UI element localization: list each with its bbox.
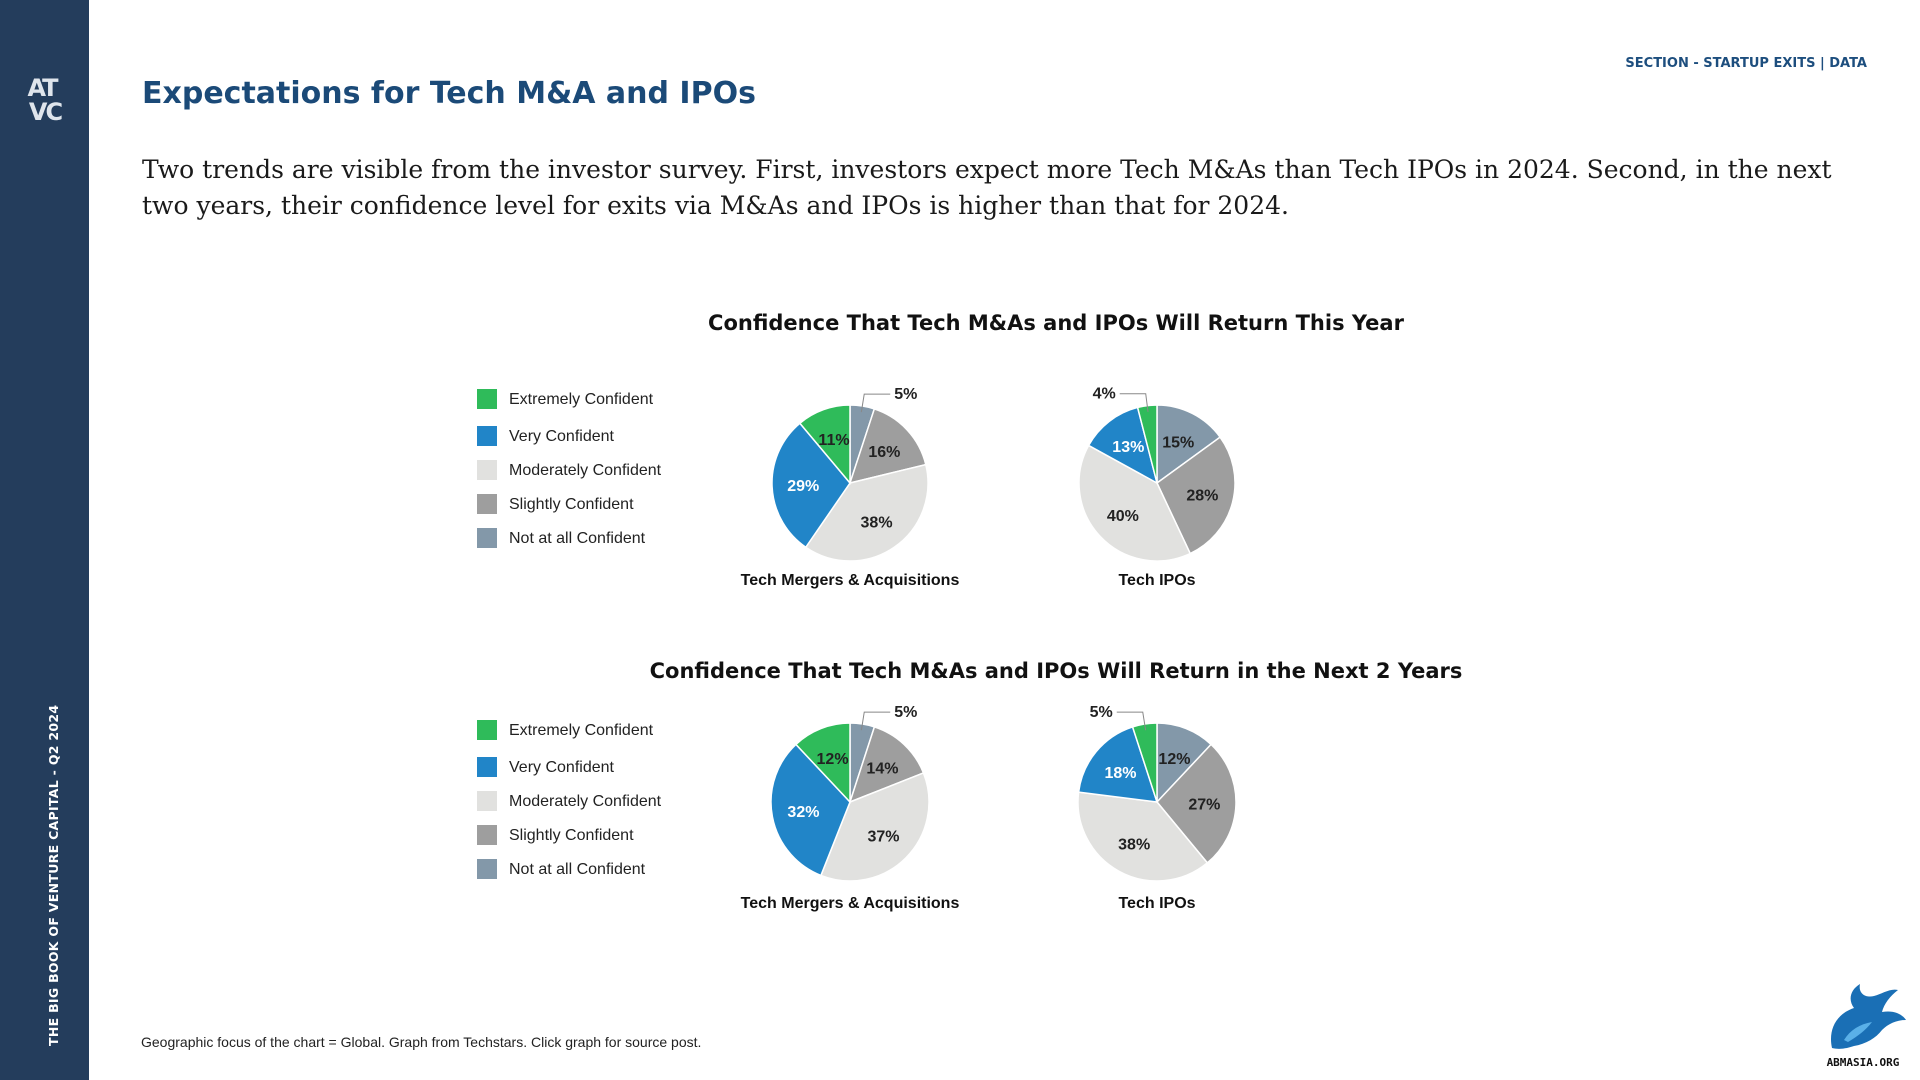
legend-swatch: [477, 494, 497, 514]
legend-item: Slightly Confident: [477, 825, 707, 859]
pie-slice-label: 11%: [818, 432, 849, 449]
intro-paragraph: Two trends are visible from the investor…: [142, 155, 1832, 220]
pie-slice-label: 29%: [787, 478, 819, 495]
pie-slice-label: 4%: [1093, 386, 1116, 403]
pie-slice-not-at-all-confident: [1156, 722, 1213, 804]
pie-slice-extremely-confident: [794, 722, 851, 804]
legend-item: Extremely Confident: [477, 389, 707, 426]
legend-swatch: [477, 859, 497, 879]
pie-slice-label: 15%: [1162, 434, 1194, 451]
pie-slice-label: 13%: [1112, 439, 1144, 456]
pie-slice-label: 14%: [866, 760, 898, 777]
pie-slice-label: 5%: [894, 386, 917, 403]
pie-label-ipos: Tech IPOs: [1118, 895, 1195, 912]
pie-slice-label: 16%: [868, 444, 900, 461]
page-title: Expectations for Tech M&A and IPOs: [142, 76, 756, 111]
pie-label-ma: Tech Mergers & Acquisitions: [741, 895, 960, 912]
pie-slice-slightly-confident: [1156, 436, 1236, 555]
pie-slice-label: 12%: [1158, 751, 1190, 768]
legend-item: Not at all Confident: [477, 859, 707, 893]
pie-tech-ipos: 12% 27% 38% 18% 5%: [1077, 704, 1237, 882]
pie-slice-label: 5%: [1090, 704, 1113, 721]
legend-swatch: [477, 791, 497, 811]
pie-label-ma: Tech Mergers & Acquisitions: [741, 572, 960, 589]
pie-tech-ma: 5% 14% 37% 32% 12%: [770, 704, 930, 882]
eagle-icon: ABMASIA.ORG: [1827, 984, 1906, 1069]
pie-slice-label: 27%: [1188, 796, 1220, 813]
legend-next-2-years: Extremely Confident Very Confident Moder…: [477, 720, 707, 893]
legend-label: Moderately Confident: [509, 462, 662, 479]
legend-label: Extremely Confident: [509, 391, 654, 408]
pie-slice-very-confident: [770, 743, 851, 877]
legend-label: Slightly Confident: [509, 827, 634, 844]
legend-label: Moderately Confident: [509, 793, 662, 810]
brand-logo-text: ABMASIA.ORG: [1827, 1056, 1900, 1069]
atvc-logo: AT VC: [22, 74, 63, 128]
legend-label: Slightly Confident: [509, 496, 634, 513]
abmasia-logo: ABMASIA.ORG: [1810, 970, 1916, 1070]
pie-tech-ma: 5% 16% 38% 29% 11%: [771, 386, 929, 562]
legend-item: Very Confident: [477, 757, 707, 791]
legend-label: Not at all Confident: [509, 530, 646, 547]
legend-item: Very Confident: [477, 426, 707, 460]
pie-slice-slightly-confident: [1156, 743, 1237, 864]
legend-item: Moderately Confident: [477, 791, 707, 825]
pie-slice-label: 37%: [868, 829, 900, 846]
publication-title: THE BIG BOOK OF VENTURE CAPITAL - Q2 202…: [46, 704, 61, 1046]
pie-slice-slightly-confident: [848, 725, 925, 804]
sidebar: AT VC THE BIG BOOK OF VENTURE CAPITAL - …: [0, 0, 89, 1080]
section-label: SECTION - STARTUP EXITS | DATA: [1625, 56, 1867, 71]
legend-swatch: [477, 389, 497, 409]
legend-swatch: [477, 460, 497, 480]
pie-slice-moderately-confident: [819, 771, 930, 882]
chart-title-this-year: Confidence That Tech M&As and IPOs Will …: [708, 311, 1404, 335]
pie-label-ipos: Tech IPOs: [1118, 572, 1195, 589]
legend-swatch: [477, 528, 497, 548]
pie-chart-svg: 5% 16% 38% 29% 11% 15% 28% 40% 13% 4% Tech Merge…: [741, 386, 1236, 589]
pie-slice-label: 32%: [787, 804, 819, 821]
leader-line: [1116, 711, 1147, 731]
legend-label: Very Confident: [509, 759, 614, 776]
legend-swatch: [477, 720, 497, 740]
leader-line: [860, 711, 891, 731]
pie-slice-label: 38%: [861, 515, 893, 532]
pie-slice-extremely-confident: [798, 404, 851, 486]
legend-swatch: [477, 426, 497, 446]
legend-item: Slightly Confident: [477, 494, 707, 528]
pie-slice-moderately-confident: [1078, 444, 1192, 562]
pie-slice-label: 40%: [1107, 508, 1139, 525]
legend-item: Extremely Confident: [477, 720, 707, 757]
leader-line: [860, 393, 891, 413]
logo-line-1: AT: [27, 74, 58, 102]
logo-line-2: VC: [28, 98, 63, 126]
legend-this-year: Extremely Confident Very Confident Moder…: [477, 389, 707, 562]
legend-item: Moderately Confident: [477, 460, 707, 494]
pie-slice-label: 38%: [1118, 837, 1150, 854]
footer-note[interactable]: Geographic focus of the chart = Global. …: [141, 1034, 702, 1050]
legend-label: Not at all Confident: [509, 861, 646, 878]
pie-slice-label: 18%: [1104, 765, 1136, 782]
leader-line: [1119, 393, 1149, 412]
pie-slice-not-at-all-confident: [1156, 404, 1222, 485]
legend-label: Extremely Confident: [509, 722, 654, 739]
legend-item: Not at all Confident: [477, 528, 707, 562]
pie-slice-very-confident: [771, 422, 851, 549]
pie-slice-label: 5%: [894, 704, 917, 721]
pie-tech-ipos: 15% 28% 40% 13% 4%: [1078, 386, 1236, 562]
pies-this-year: 5% 16% 38% 29% 11% 15% 28% 40% 13% 4% Tech Merge…: [720, 380, 1280, 610]
legend-swatch: [477, 825, 497, 845]
legend-swatch: [477, 757, 497, 777]
pie-slice-very-confident: [1077, 725, 1159, 803]
pie-slice-moderately-confident: [804, 463, 929, 562]
pie-slice-label: 28%: [1186, 488, 1218, 505]
pie-slice-slightly-confident: [848, 407, 927, 485]
legend-label: Very Confident: [509, 428, 614, 445]
pie-slice-moderately-confident: [1077, 791, 1209, 882]
pie-slice-label: 12%: [817, 751, 849, 768]
pie-chart-svg: 5% 14% 37% 32% 12% 12% 27% 38% 18% 5% Tech Merge…: [741, 704, 1237, 912]
pie-slice-very-confident: [1087, 406, 1159, 485]
pies-next-2-years: 5% 14% 37% 32% 12% 12% 27% 38% 18% 5% Tech Merge…: [720, 703, 1280, 933]
chart-title-next-2-years: Confidence That Tech M&As and IPOs Will …: [649, 659, 1463, 683]
